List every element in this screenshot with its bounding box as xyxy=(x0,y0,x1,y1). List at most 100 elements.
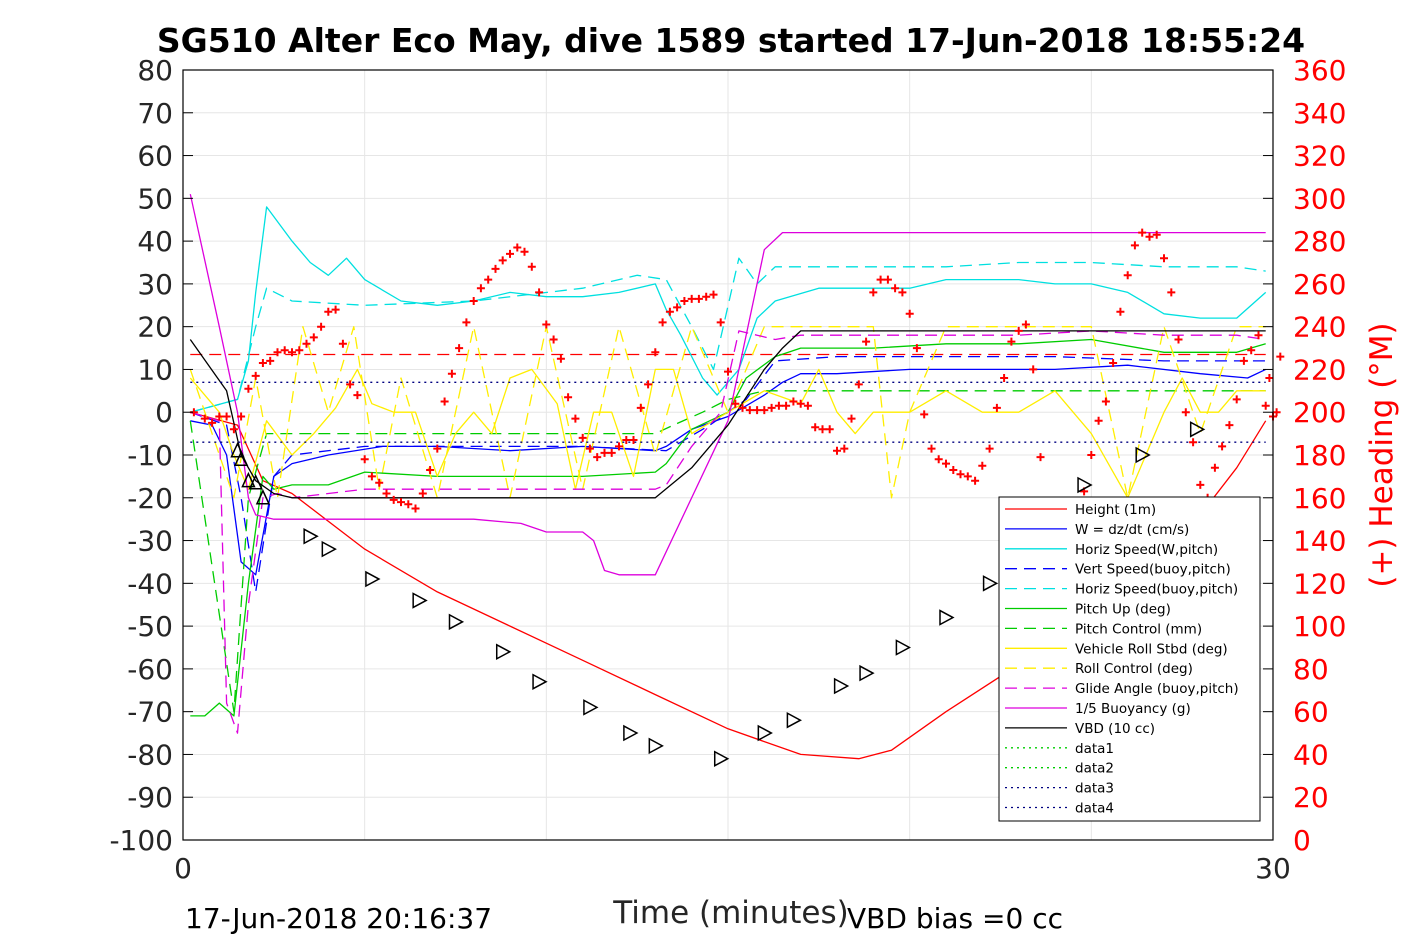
triangle-marker xyxy=(713,750,730,767)
heading-point xyxy=(418,489,427,498)
right-tick-label: 80 xyxy=(1293,653,1329,686)
heading-point xyxy=(1036,453,1045,462)
heading-point xyxy=(353,391,362,400)
series-horiz-speed-buoy-pitch xyxy=(190,257,1266,413)
heading-point xyxy=(760,406,769,415)
heading-point xyxy=(1094,416,1103,425)
triangle-marker xyxy=(757,724,773,742)
heading-point xyxy=(593,453,602,462)
legend-entry-label: VBD (10 cc) xyxy=(1075,721,1155,737)
left-tick-label: -50 xyxy=(127,610,173,643)
heading-point xyxy=(302,339,311,348)
legend-entry-label: Horiz Speed(buoy,pitch) xyxy=(1075,582,1238,598)
legend-entry-label: W = dz/dt (cm/s) xyxy=(1075,522,1189,538)
heading-point xyxy=(840,444,849,453)
heading-point xyxy=(208,418,217,427)
triangle-marker xyxy=(448,613,465,631)
triangle-marker xyxy=(1077,476,1093,494)
triangle-marker xyxy=(495,643,512,661)
heading-point xyxy=(506,249,514,258)
triangle-marker xyxy=(583,699,599,716)
heading-point xyxy=(542,320,551,329)
heading-point xyxy=(898,288,907,297)
left-tick-label: -20 xyxy=(127,482,173,515)
heading-point xyxy=(796,399,805,408)
legend-box xyxy=(998,496,1261,822)
heading-point xyxy=(360,455,369,464)
heading-point xyxy=(680,297,689,305)
heading-point xyxy=(694,294,703,303)
heading-point xyxy=(389,495,398,504)
heading-point xyxy=(927,444,936,453)
chart-title: SG510 Alter Eco May, dive 1589 started 1… xyxy=(157,21,1305,60)
heading-point xyxy=(847,414,856,423)
x-axis-label: Time (minutes) xyxy=(612,895,848,931)
heading-point xyxy=(229,425,238,434)
heading-point xyxy=(498,256,507,265)
heading-point xyxy=(1130,241,1139,250)
heading-point xyxy=(709,290,718,299)
triangle-marker xyxy=(1189,421,1206,438)
right-tick-label: 360 xyxy=(1293,54,1346,87)
right-tick-label: 240 xyxy=(1293,311,1346,344)
heading-point xyxy=(716,318,725,327)
legend-entry-label: data4 xyxy=(1075,801,1114,817)
heading-point xyxy=(1152,230,1161,239)
heading-point xyxy=(782,401,791,410)
heading-point xyxy=(375,478,384,487)
legend-entry-label: 1/5 Buoyancy (g) xyxy=(1075,701,1191,717)
heading-point xyxy=(702,292,711,301)
heading-point xyxy=(251,371,260,380)
heading-point xyxy=(237,412,246,421)
series-layer xyxy=(189,193,1267,760)
right-tick-label: 60 xyxy=(1293,696,1329,729)
right-axis-label: (+) Heading (°M) xyxy=(1364,322,1400,587)
heading-point xyxy=(462,318,471,327)
heading-point xyxy=(309,333,318,342)
heading-point xyxy=(1167,288,1176,297)
heading-point xyxy=(811,423,820,432)
heading-point xyxy=(789,397,798,406)
left-tick-label: -80 xyxy=(127,738,173,771)
triangle-marker xyxy=(982,575,999,592)
heading-point xyxy=(905,309,914,318)
heading-point xyxy=(222,412,231,421)
right-tick-label: 140 xyxy=(1293,525,1346,558)
legend-entry-label: data1 xyxy=(1075,741,1114,757)
left-tick-label: 60 xyxy=(137,140,173,173)
triangle-marker xyxy=(255,488,271,505)
heading-point xyxy=(600,448,609,457)
heading-point xyxy=(585,444,594,453)
heading-point xyxy=(1021,320,1030,329)
right-tick-label: 260 xyxy=(1293,268,1346,301)
heading-point xyxy=(629,436,638,444)
heading-point xyxy=(244,384,253,393)
heading-point xyxy=(338,339,347,348)
legend-entry-label: Horiz Speed(W,pitch) xyxy=(1075,542,1218,558)
legend: Height (1m) W = dz/dt (cm/s) Horiz Speed(W… xyxy=(998,496,1261,822)
heading-point xyxy=(942,459,950,468)
right-tick-label: 180 xyxy=(1293,439,1346,472)
heading-point xyxy=(1261,401,1270,410)
heading-point xyxy=(1276,352,1285,361)
triangle-marker xyxy=(233,450,249,467)
heading-point xyxy=(317,322,326,331)
heading-point xyxy=(673,303,682,312)
heading-point xyxy=(1109,359,1118,367)
right-tick-label: 280 xyxy=(1293,225,1346,258)
triangle-marker xyxy=(303,528,319,545)
heading-point xyxy=(520,247,529,256)
right-tick-label: 320 xyxy=(1293,140,1346,173)
heading-point xyxy=(1014,326,1023,335)
series-roll-control-deg xyxy=(189,326,1266,499)
triangle-marker xyxy=(230,441,245,458)
legend-entry-label: data2 xyxy=(1075,761,1114,777)
triangle-marker xyxy=(248,474,263,490)
heading-point xyxy=(455,344,464,353)
right-tick-label: 0 xyxy=(1293,824,1311,857)
heading-point xyxy=(949,466,958,474)
heading-point xyxy=(571,414,580,423)
heading-point xyxy=(295,346,304,355)
heading-point xyxy=(491,264,500,273)
heading-point xyxy=(803,401,812,410)
